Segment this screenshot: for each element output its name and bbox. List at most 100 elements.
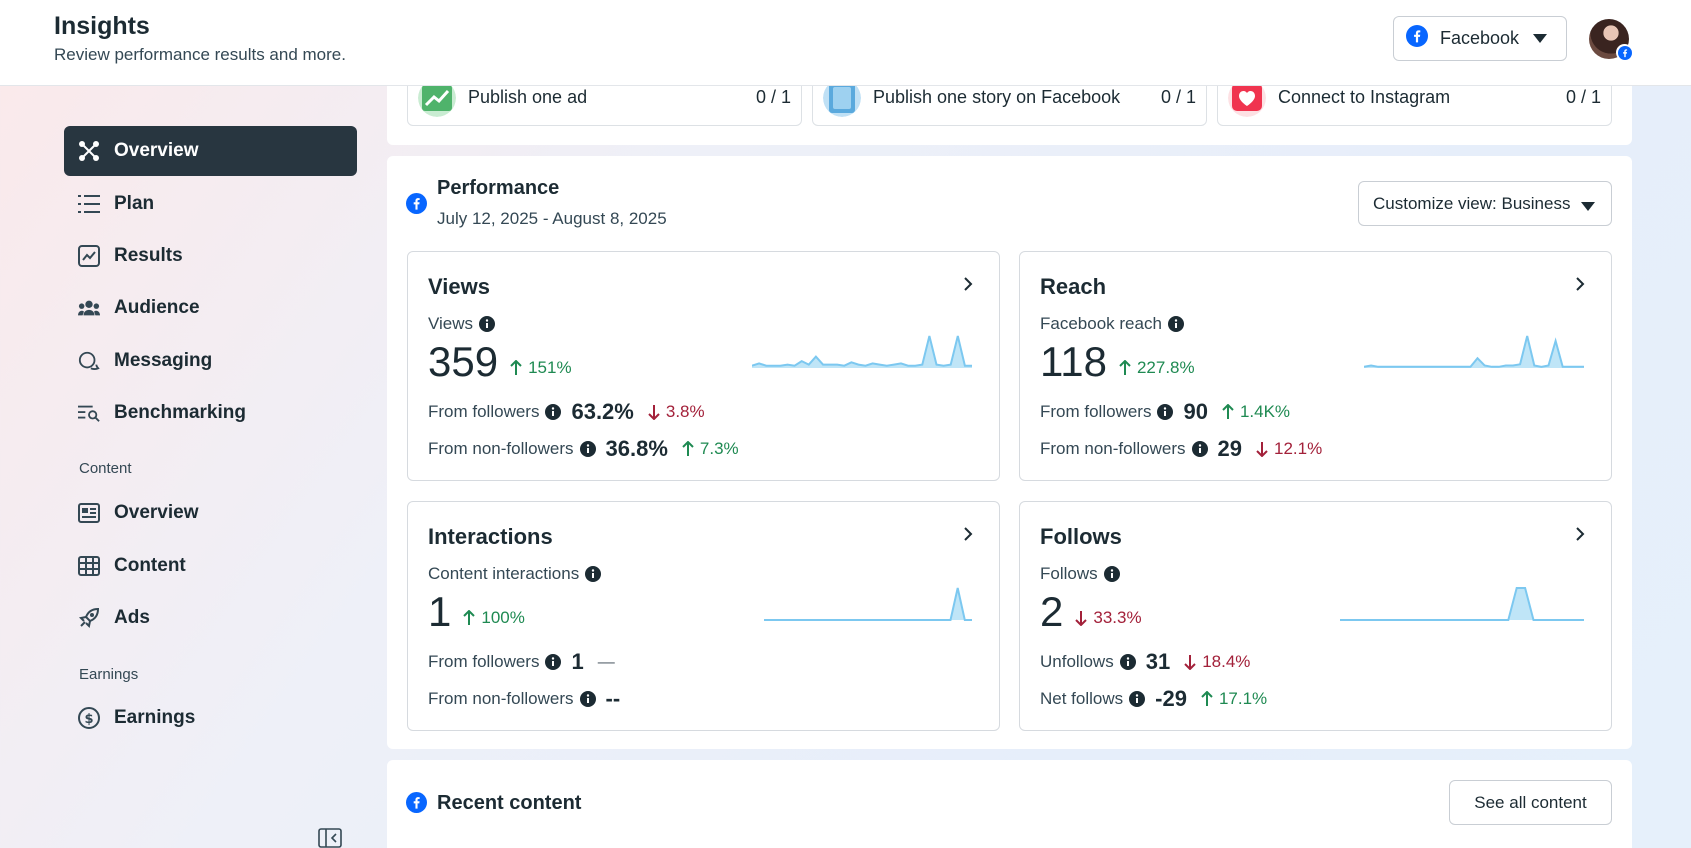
sidebar-item-messaging[interactable]: Messaging — [64, 336, 357, 386]
info-icon[interactable] — [1191, 441, 1208, 457]
row-change-text: 1.4K% — [1239, 402, 1291, 421]
metric-card-follows[interactable]: Follows Follows 2 33.3% Unfollows 31 18.4% … — [1019, 501, 1612, 731]
task-label: Connect to Instagram — [1278, 86, 1451, 107]
heart-thumb-icon — [1228, 79, 1266, 117]
row-label: From non-followers — [428, 439, 574, 458]
sparkline-follows — [1340, 587, 1584, 621]
metric-change-text: 227.8% — [1136, 358, 1195, 377]
metric-change: 227.8% — [1119, 358, 1195, 378]
row-change: 7.3% — [682, 439, 739, 459]
performance-title: Performance — [437, 177, 560, 199]
sparkline-line — [1364, 335, 1584, 368]
facebook-badge-icon — [1616, 44, 1633, 61]
ads-rocket-icon — [78, 607, 100, 629]
sidebar-item-audience[interactable]: Audience — [64, 283, 357, 333]
row-change-text: 18.4% — [1202, 652, 1251, 671]
recent-content-title: Recent content — [437, 792, 582, 814]
arrow-down-icon — [1184, 654, 1196, 670]
metric-subtitle: Views — [428, 314, 496, 334]
metric-card-reach[interactable]: Reach Facebook reach 118 227.8% From foll… — [1019, 251, 1612, 481]
info-icon[interactable] — [1167, 316, 1184, 332]
metric-value-text: 1 — [428, 588, 452, 635]
sidebar-item-plan[interactable]: Plan — [64, 179, 357, 229]
benchmarking-icon — [78, 402, 100, 424]
chevron-right-icon[interactable] — [963, 276, 973, 297]
metric-title: Follows — [1040, 524, 1122, 549]
info-icon[interactable] — [1129, 691, 1146, 707]
customize-view-select[interactable]: Customize view: Business — [1358, 181, 1612, 226]
sidebar-item-earnings[interactable]: $ Earnings — [64, 693, 357, 743]
platform-select[interactable]: Facebook — [1393, 16, 1567, 61]
results-chart-icon — [78, 245, 100, 267]
info-icon[interactable] — [1157, 404, 1174, 420]
page-subtitle: Review performance results and more. — [54, 45, 346, 64]
chevron-right-icon[interactable] — [963, 526, 973, 547]
info-icon[interactable] — [545, 654, 562, 670]
row-value: 31 — [1145, 649, 1171, 674]
sidebar-item-ads[interactable]: Ads — [64, 593, 357, 643]
see-all-content-button[interactable]: See all content — [1449, 780, 1612, 825]
sidebar-item-overview[interactable]: Overview — [64, 126, 357, 176]
metric-title: Reach — [1040, 274, 1107, 299]
metric-change-text: 33.3% — [1093, 608, 1142, 627]
metric-change: 33.3% — [1075, 608, 1142, 628]
info-icon[interactable] — [1119, 654, 1136, 670]
info-icon[interactable] — [545, 404, 562, 420]
metric-row-net-follows: Net follows -29 17.1% — [1040, 686, 1267, 712]
metric-card-views[interactable]: Views Views 359 151% From followers 63.2% 3… — [407, 251, 1000, 481]
chevron-right-icon[interactable] — [1575, 526, 1585, 547]
row-value: 63.2% — [571, 399, 634, 424]
facebook-icon — [1406, 25, 1428, 52]
info-icon[interactable] — [479, 316, 496, 332]
metric-row-non-followers: From non-followers 29 12.1% — [1040, 436, 1322, 462]
section-label-content: Content — [79, 460, 132, 477]
metric-subtitle-text: Follows — [1040, 564, 1098, 583]
svg-text:$: $ — [84, 712, 93, 727]
sidebar-item-label: Earnings — [114, 707, 196, 728]
sidebar-item-content[interactable]: Content — [64, 541, 357, 591]
content-table-icon — [78, 555, 100, 577]
metric-value: 1 100% — [428, 588, 525, 636]
customize-view-label: Customize view: Business — [1373, 193, 1571, 213]
metric-row-non-followers: From non-followers 36.8% 7.3% — [428, 436, 739, 462]
sidebar-item-label: Content — [114, 555, 186, 576]
row-label: From followers — [428, 402, 540, 421]
sparkline-area — [764, 588, 972, 620]
collapse-sidebar-icon[interactable] — [318, 828, 342, 848]
metric-card-interactions[interactable]: Interactions Content interactions 1 100% … — [407, 501, 1000, 731]
recent-content-panel — [387, 760, 1632, 848]
task-count: 0 / 1 — [1160, 86, 1196, 107]
sparkline-area — [752, 336, 972, 368]
sidebar-item-label: Audience — [114, 297, 200, 318]
platform-select-label: Facebook — [1440, 28, 1520, 48]
page-header: Insights Review performance results and … — [0, 0, 1691, 86]
task-count: 0 / 1 — [1565, 86, 1601, 107]
info-icon[interactable] — [579, 441, 596, 457]
metric-change-text: 100% — [481, 608, 525, 627]
audience-people-icon — [78, 297, 100, 319]
sidebar: Overview Plan Results Audience Messaging… — [0, 86, 370, 848]
info-icon[interactable] — [1103, 566, 1120, 582]
row-label: From followers — [428, 652, 540, 671]
sidebar-item-benchmarking[interactable]: Benchmarking — [64, 388, 357, 438]
metric-title: Interactions — [428, 524, 553, 549]
metric-row-unfollows: Unfollows 31 18.4% — [1040, 649, 1250, 675]
sparkline-interactions — [764, 587, 972, 621]
metric-change: 100% — [463, 608, 525, 628]
metric-subtitle-text: Facebook reach — [1040, 314, 1162, 333]
chevron-right-icon[interactable] — [1575, 276, 1585, 297]
plan-list-icon — [78, 193, 100, 215]
sidebar-item-content-overview[interactable]: Overview — [64, 488, 357, 538]
row-value: 29 — [1217, 436, 1242, 461]
arrow-up-icon — [682, 441, 694, 457]
metric-subtitle: Facebook reach — [1040, 314, 1184, 334]
sidebar-item-results[interactable]: Results — [64, 231, 357, 281]
story-thumb-icon — [823, 79, 861, 117]
avatar[interactable] — [1589, 19, 1633, 61]
info-icon[interactable] — [585, 566, 602, 582]
row-value: 36.8% — [605, 436, 668, 461]
sidebar-item-label: Ads — [114, 607, 150, 628]
info-icon[interactable] — [579, 691, 596, 707]
sparkline-line — [764, 587, 972, 621]
page-title: Insights — [54, 12, 150, 40]
